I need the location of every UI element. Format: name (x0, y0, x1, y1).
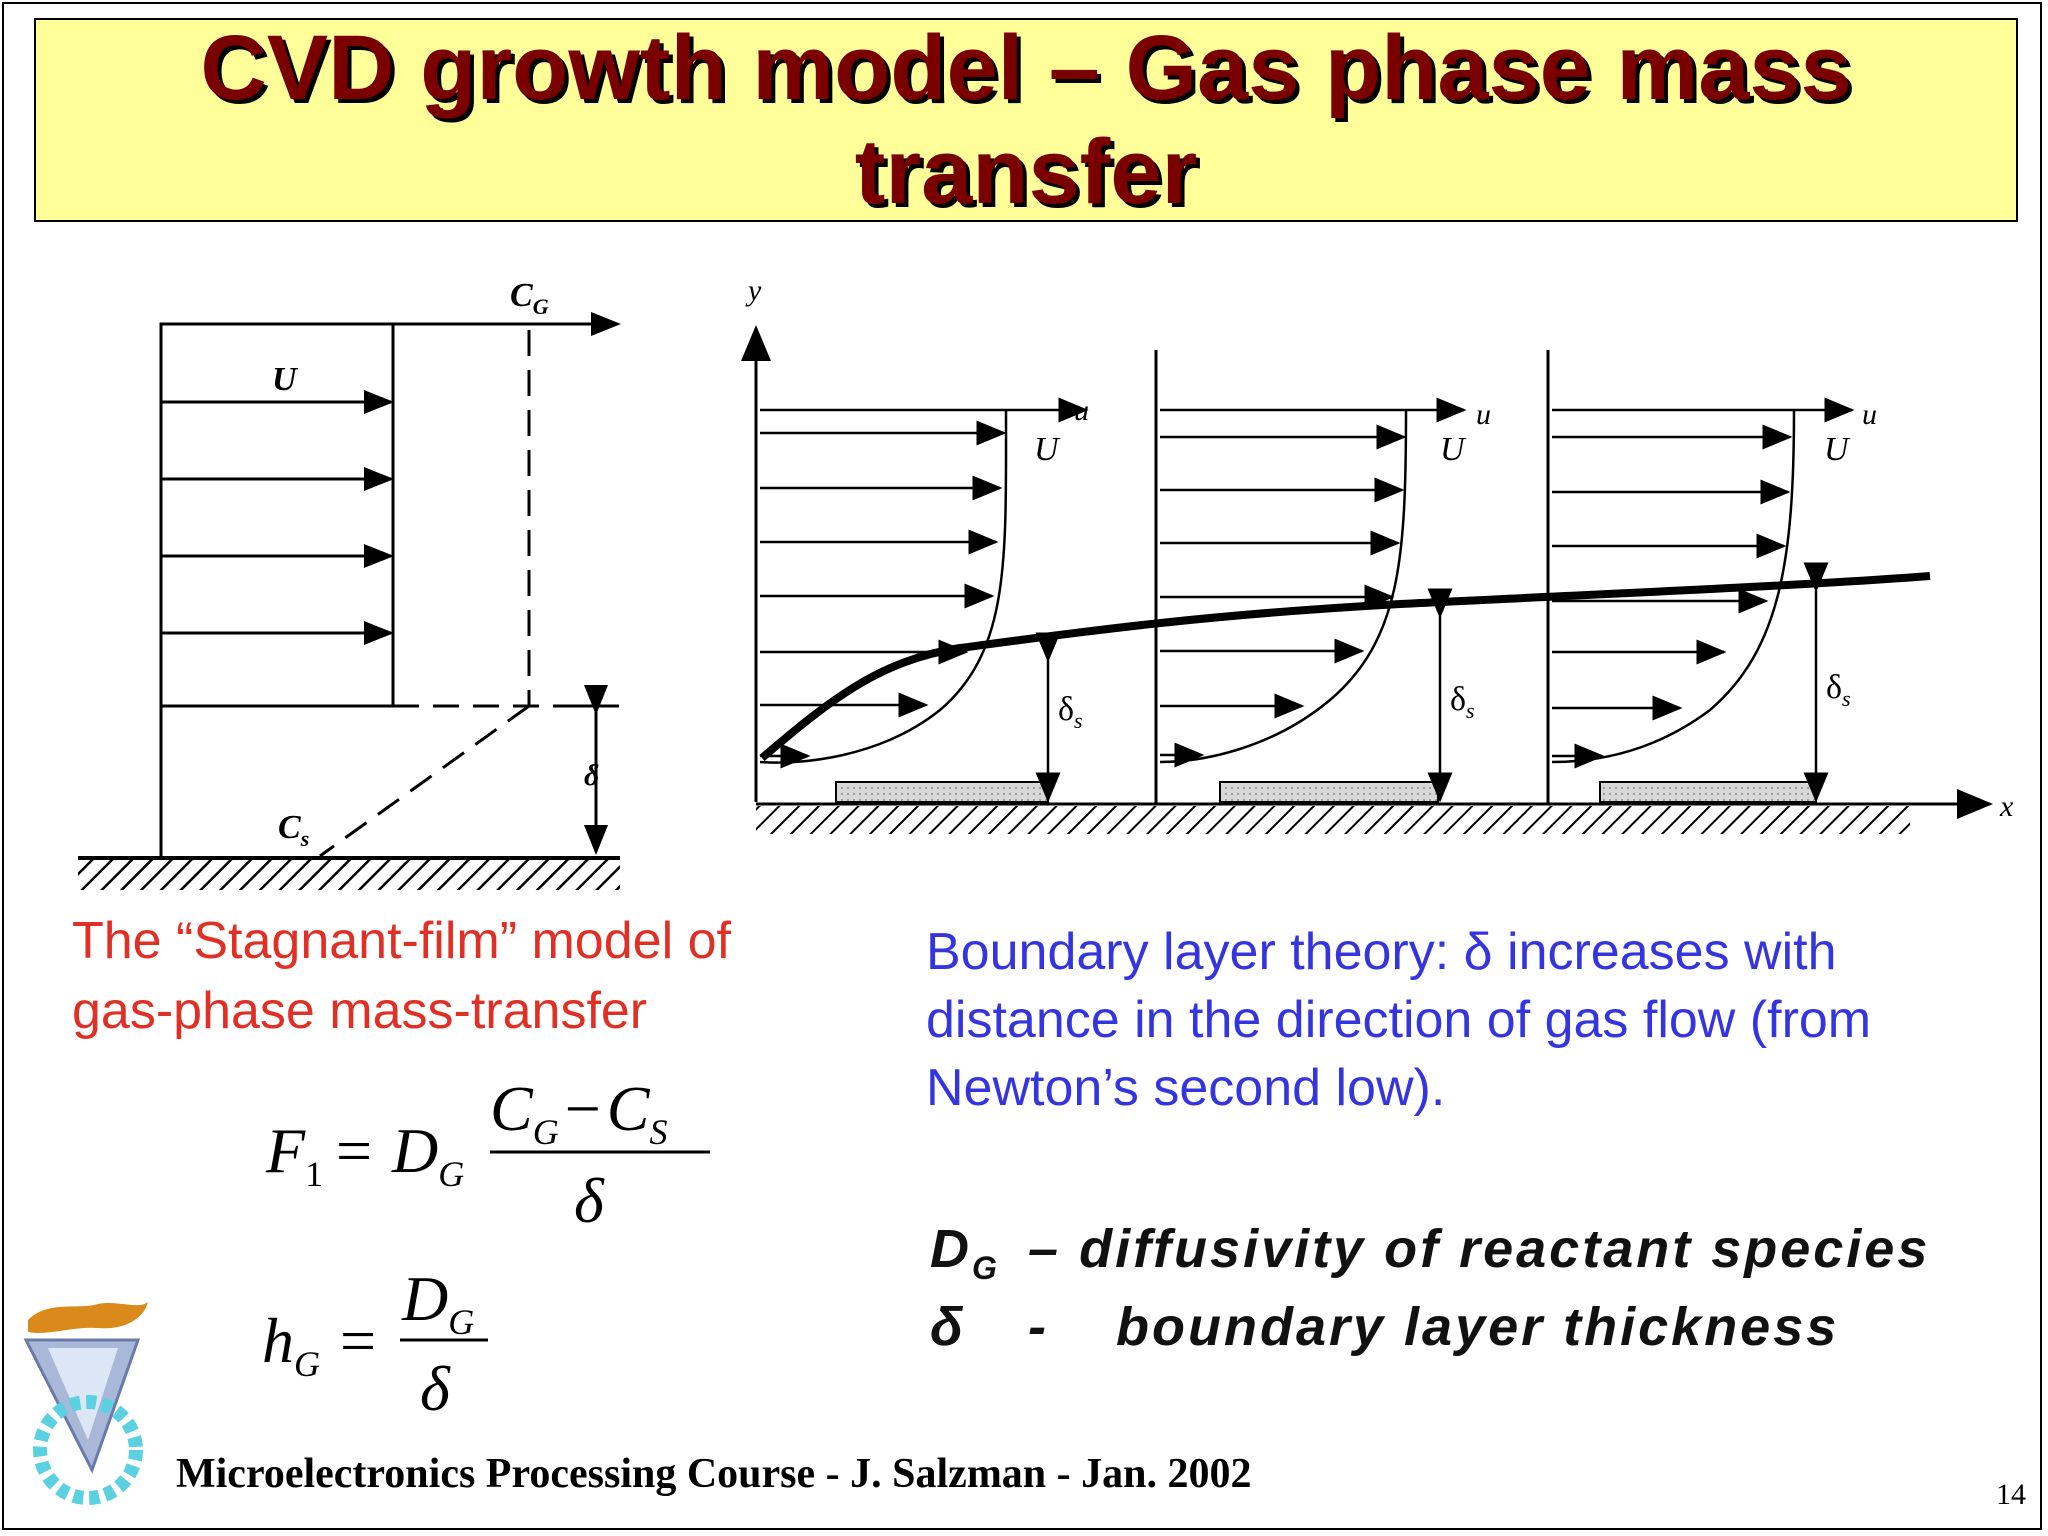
title-line-1: CVD growth model – Gas phase mass (200, 17, 1852, 119)
label-cg: CG (510, 277, 549, 319)
title-box: CVD growth model – Gas phase mass transf… (34, 16, 2018, 224)
definition-delta-symbol: δ (930, 1297, 966, 1357)
label-u-left: U (272, 361, 299, 398)
title-line-2: transfer (854, 121, 1198, 223)
stagnant-film-caption: The “Stagnant-film” model of gas-phase m… (72, 912, 731, 1040)
right-ground (756, 806, 1910, 834)
svg-text:δ: δ (574, 1165, 605, 1236)
svg-text:DG: DG (401, 1263, 474, 1342)
page-number: 14 (1996, 1478, 2026, 1511)
definition-dg-symbol: DG (930, 1219, 1000, 1286)
svg-text:hG: hG (262, 1305, 320, 1384)
institution-logo (23, 1302, 148, 1505)
svg-text:CG−CS: CG−CS (490, 1073, 667, 1152)
definition-delta: δ - boundary layer thickness (930, 1296, 2030, 1358)
left-diagram-lines (159, 312, 621, 858)
slide-title: CVD growth model – Gas phase mass transf… (200, 16, 1851, 224)
definition-dg: DG – diffusivity of reactant species (930, 1218, 2030, 1287)
footer-text: Microelectronics Processing Course - J. … (176, 1451, 1252, 1497)
svg-text:DG: DG (391, 1115, 464, 1194)
velocity-profile-1 (759, 397, 1089, 769)
label-cs: Cs (278, 809, 309, 851)
definition-delta-text: boundary layer thickness (1116, 1297, 1840, 1357)
label-y: y (745, 274, 762, 307)
label-x: x (1999, 790, 2014, 823)
definition-dg-text: diffusivity of reactant species (1079, 1219, 1931, 1279)
svg-text:δ: δ (420, 1353, 451, 1424)
velocity-profile-2 (1159, 397, 1467, 768)
substrates (835, 781, 1817, 803)
label-U-3: U (1824, 431, 1851, 468)
boundary-layer-caption: Boundary layer theory: δ increases with … (926, 923, 1872, 1117)
label-u-2: u (1476, 398, 1491, 431)
label-delta-s-2: δs (1450, 681, 1475, 723)
label-delta-left: δ (584, 759, 599, 792)
left-ground (78, 856, 620, 890)
boundary-layer-curve (759, 572, 1931, 762)
label-U-2: U (1440, 431, 1467, 468)
svg-text:=: = (336, 1115, 372, 1186)
definition-dg-separator: – (1028, 1219, 1062, 1279)
label-delta-s-3: δs (1826, 669, 1851, 711)
velocity-profile-3 (1551, 397, 1855, 769)
label-u-1: u (1074, 394, 1089, 427)
definition-delta-separator: - (1028, 1297, 1049, 1357)
svg-text:F1: F1 (265, 1115, 323, 1194)
label-U-1: U (1034, 431, 1061, 468)
svg-text:=: = (340, 1305, 376, 1376)
label-u-3: u (1862, 398, 1877, 431)
label-delta-s-1: δs (1058, 691, 1083, 733)
